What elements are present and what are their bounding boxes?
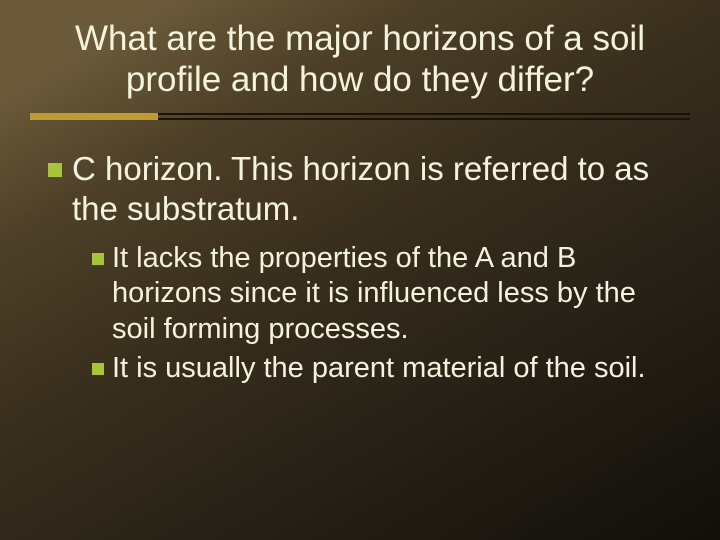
square-bullet-icon bbox=[48, 163, 62, 177]
slide: What are the major horizons of a soil pr… bbox=[0, 0, 720, 540]
divider-accent bbox=[30, 113, 158, 120]
bullet-text: It is usually the parent material of the… bbox=[112, 351, 646, 386]
bullet-level-2: It lacks the properties of the A and B h… bbox=[34, 241, 686, 347]
title-divider bbox=[30, 113, 690, 121]
square-bullet-icon bbox=[92, 253, 104, 265]
slide-title: What are the major horizons of a soil pr… bbox=[30, 18, 690, 101]
square-bullet-icon bbox=[92, 363, 104, 375]
bullet-level-2: It is usually the parent material of the… bbox=[34, 351, 686, 386]
bullet-level-1: C horizon. This horizon is referred to a… bbox=[34, 149, 686, 230]
slide-content: C horizon. This horizon is referred to a… bbox=[30, 149, 690, 387]
bullet-text: C horizon. This horizon is referred to a… bbox=[72, 149, 686, 230]
bullet-text: It lacks the properties of the A and B h… bbox=[112, 241, 686, 347]
